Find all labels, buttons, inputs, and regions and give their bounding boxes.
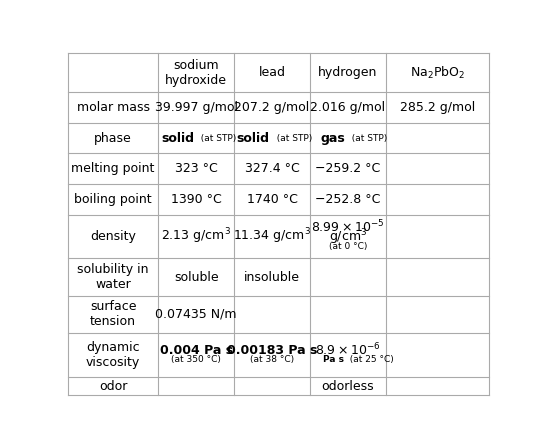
Text: 207.2 g/mol: 207.2 g/mol [235, 101, 310, 114]
Text: (at 38 °C): (at 38 °C) [250, 355, 294, 365]
Text: odorless: odorless [321, 380, 374, 392]
Text: −252.8 °C: −252.8 °C [315, 193, 381, 206]
Text: (at 0 °C): (at 0 °C) [329, 242, 367, 251]
Text: odor: odor [99, 380, 127, 392]
Text: density: density [90, 230, 136, 243]
Text: boiling point: boiling point [74, 193, 152, 206]
Text: 0.07435 N/m: 0.07435 N/m [155, 308, 237, 321]
Text: 327.4 °C: 327.4 °C [244, 162, 299, 175]
Text: soluble: soluble [174, 270, 218, 284]
Text: lead: lead [258, 66, 286, 79]
Text: (at STP): (at STP) [346, 134, 388, 143]
Text: 1740 °C: 1740 °C [247, 193, 298, 206]
Text: 323 °C: 323 °C [175, 162, 218, 175]
Text: $8.99\times10^{-5}$: $8.99\times10^{-5}$ [311, 219, 384, 236]
Text: molar mass: molar mass [77, 101, 150, 114]
Text: 0.00183 Pa s: 0.00183 Pa s [227, 344, 317, 357]
Text: (at STP): (at STP) [195, 134, 236, 143]
Text: phase: phase [94, 132, 132, 145]
Text: insoluble: insoluble [244, 270, 300, 284]
Text: 39.997 g/mol: 39.997 g/mol [155, 101, 238, 114]
Text: $8.9\times10^{-6}$: $8.9\times10^{-6}$ [315, 342, 381, 358]
Text: −259.2 °C: −259.2 °C [315, 162, 380, 175]
Text: gas: gas [321, 132, 346, 145]
Text: 1390 °C: 1390 °C [171, 193, 222, 206]
Text: 2.016 g/mol: 2.016 g/mol [310, 101, 386, 114]
Text: 285.2 g/mol: 285.2 g/mol [400, 101, 475, 114]
Text: (at STP): (at STP) [271, 134, 312, 143]
Text: sodium
hydroxide: sodium hydroxide [165, 59, 227, 87]
Text: 11.34 g/cm$^3$: 11.34 g/cm$^3$ [233, 227, 311, 246]
Text: melting point: melting point [72, 162, 155, 175]
Text: 2.13 g/cm$^3$: 2.13 g/cm$^3$ [161, 227, 231, 246]
Text: Na$_2$PbO$_2$: Na$_2$PbO$_2$ [409, 65, 465, 81]
Text: (at 25 °C): (at 25 °C) [344, 355, 394, 365]
Text: solid: solid [161, 132, 194, 145]
Text: g/cm$^3$: g/cm$^3$ [329, 227, 367, 247]
Text: solid: solid [237, 132, 270, 145]
Text: hydrogen: hydrogen [318, 66, 377, 79]
Text: surface
tension: surface tension [90, 300, 136, 329]
Text: dynamic
viscosity: dynamic viscosity [86, 341, 140, 369]
Text: 0.004 Pa s: 0.004 Pa s [160, 344, 233, 357]
Text: solubility in
water: solubility in water [77, 263, 149, 291]
Text: Pa s: Pa s [323, 355, 344, 365]
Text: (at 350 °C): (at 350 °C) [171, 355, 221, 365]
